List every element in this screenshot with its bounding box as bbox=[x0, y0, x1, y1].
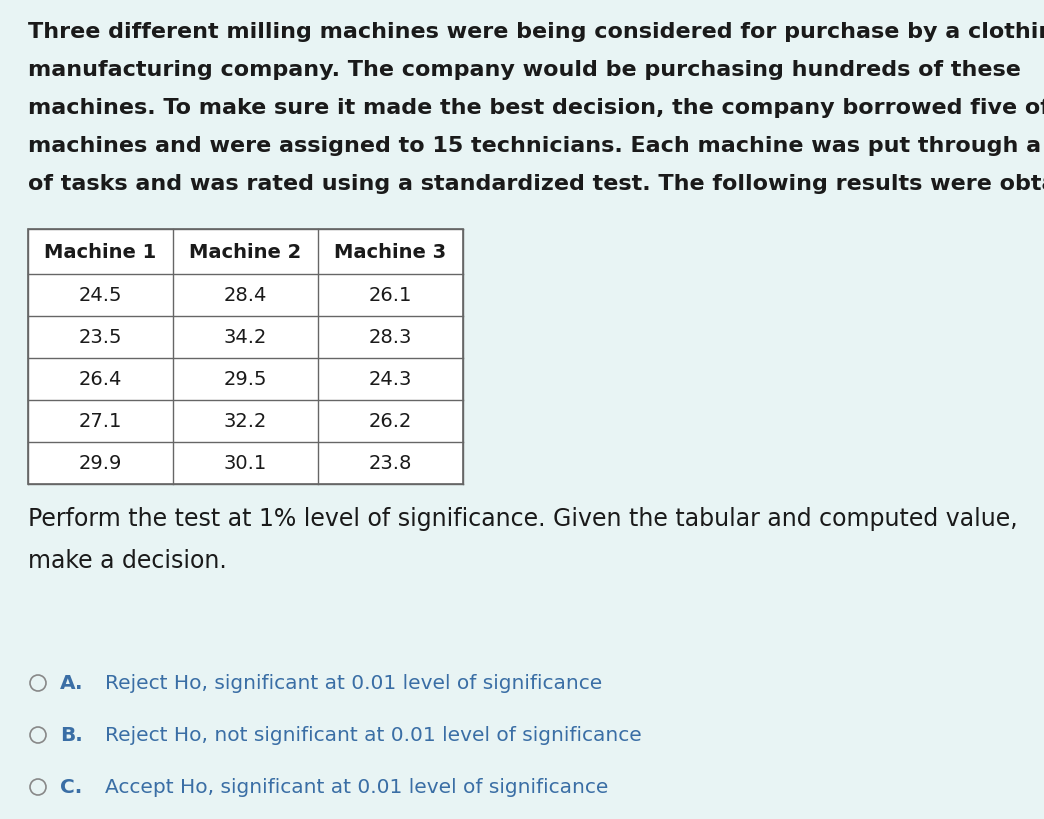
Text: 24.3: 24.3 bbox=[369, 370, 412, 389]
Text: 30.1: 30.1 bbox=[223, 454, 267, 473]
Text: of tasks and was rated using a standardized test. The following results were obt: of tasks and was rated using a standardi… bbox=[28, 174, 1044, 194]
Text: 29.9: 29.9 bbox=[78, 454, 122, 473]
Text: Reject Ho, not significant at 0.01 level of significance: Reject Ho, not significant at 0.01 level… bbox=[105, 726, 642, 744]
Text: machines. To make sure it made the best decision, the company borrowed five of e: machines. To make sure it made the best … bbox=[28, 98, 1044, 118]
Text: 28.3: 28.3 bbox=[369, 328, 412, 347]
Text: 26.1: 26.1 bbox=[369, 286, 412, 305]
Text: 26.4: 26.4 bbox=[78, 370, 122, 389]
Text: 28.4: 28.4 bbox=[223, 286, 267, 305]
Text: manufacturing company. The company would be purchasing hundreds of these: manufacturing company. The company would… bbox=[28, 60, 1021, 80]
Text: 23.8: 23.8 bbox=[369, 454, 412, 473]
Text: 23.5: 23.5 bbox=[78, 328, 122, 347]
Text: Accept Ho, significant at 0.01 level of significance: Accept Ho, significant at 0.01 level of … bbox=[105, 777, 609, 797]
Text: 24.5: 24.5 bbox=[78, 286, 122, 305]
Text: Perform the test at 1% level of significance. Given the tabular and computed val: Perform the test at 1% level of signific… bbox=[28, 506, 1018, 531]
Text: Three different milling machines were being considered for purchase by a clothin: Three different milling machines were be… bbox=[28, 22, 1044, 42]
Text: 32.2: 32.2 bbox=[223, 412, 267, 431]
Bar bbox=[28, 229, 462, 484]
Text: B.: B. bbox=[60, 726, 82, 744]
Text: 27.1: 27.1 bbox=[78, 412, 122, 431]
Text: 29.5: 29.5 bbox=[223, 370, 267, 389]
Text: Reject Ho, significant at 0.01 level of significance: Reject Ho, significant at 0.01 level of … bbox=[105, 674, 602, 693]
Text: 34.2: 34.2 bbox=[223, 328, 267, 347]
Text: 26.2: 26.2 bbox=[369, 412, 412, 431]
Text: make a decision.: make a decision. bbox=[28, 549, 227, 572]
Text: machines and were assigned to 15 technicians. Each machine was put through a ser: machines and were assigned to 15 technic… bbox=[28, 136, 1044, 156]
Text: Machine 3: Machine 3 bbox=[334, 242, 447, 262]
Text: Machine 1: Machine 1 bbox=[45, 242, 157, 262]
Text: Machine 2: Machine 2 bbox=[189, 242, 302, 262]
Text: C.: C. bbox=[60, 777, 82, 797]
Text: A.: A. bbox=[60, 674, 84, 693]
